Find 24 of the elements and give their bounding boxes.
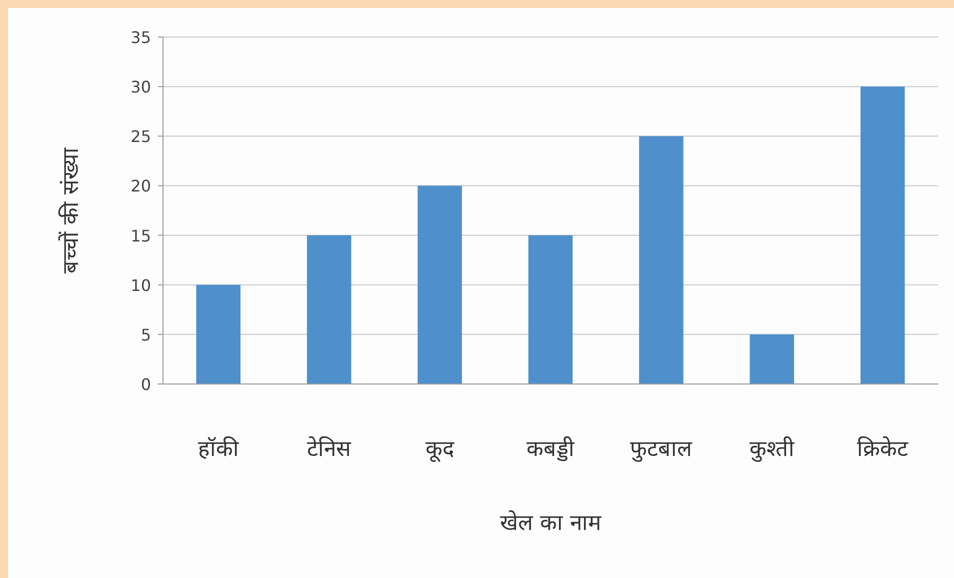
x-tick-label: क्रिकेट [857, 436, 910, 462]
bar [860, 86, 905, 384]
bar [196, 284, 240, 384]
y-tick-label: 5 [140, 325, 151, 344]
bar [528, 235, 573, 384]
y-tick-label: 35 [130, 28, 151, 47]
y-tick-label: 25 [130, 127, 151, 146]
y-tick-label: 20 [130, 176, 151, 196]
x-tick-label: फुटबाल [630, 437, 694, 462]
bar [639, 136, 684, 384]
x-axis-title: खेल का नाम [500, 510, 602, 536]
bar [750, 334, 794, 384]
x-tick-label: कबड्डी [526, 436, 574, 462]
bar [306, 235, 352, 384]
y-tick-label: 0 [140, 375, 151, 394]
x-tick-label: टेनिस [307, 436, 352, 462]
y-axis-title: बच्चों की संख्या [58, 148, 84, 274]
y-tick-label: 15 [130, 226, 151, 246]
x-tick-label: कूद [425, 437, 454, 463]
x-tick-label: कुश्ती [749, 436, 794, 462]
y-tick-label: 30 [130, 78, 151, 97]
bar [418, 186, 462, 384]
x-tick-label: हॉकी [198, 436, 239, 462]
y-tick-label: 10 [130, 276, 151, 295]
